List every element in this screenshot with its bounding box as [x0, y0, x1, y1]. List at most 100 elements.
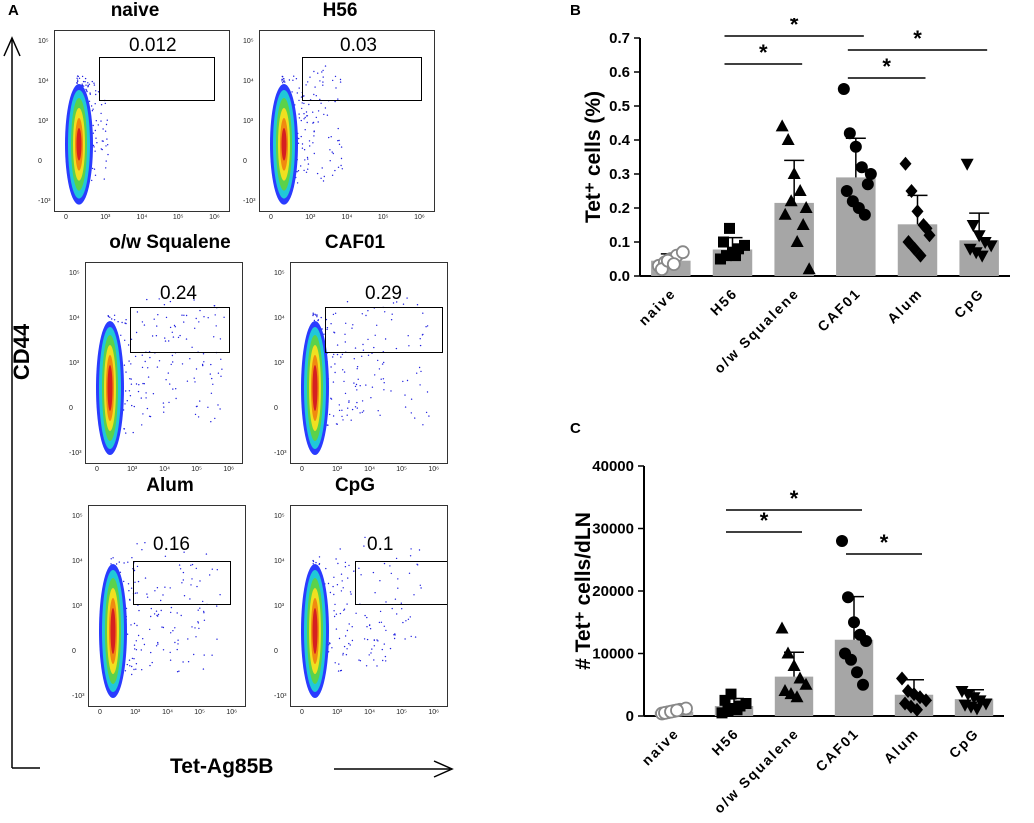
y-tick-label: 10³	[243, 118, 254, 125]
chart-b: 0.0 0.1 0.2 0.3 0.4 0.5 0.6 0.7 Tet⁺ cells (%) na…	[582, 18, 1010, 376]
data-point	[778, 207, 792, 220]
data-point	[740, 698, 752, 709]
y-tick-label: 10⁵	[274, 513, 285, 520]
y-tick-label: 0	[69, 405, 73, 412]
y-tick-label: 10³	[69, 360, 80, 367]
gate-value: 0.012	[129, 35, 177, 56]
data-point	[775, 621, 789, 634]
x-tick-label: 10³	[130, 709, 141, 716]
chart-c: 0 10000 20000 30000 40000 # Tet⁺ cells/dLN nai…	[572, 458, 1004, 816]
x-tick-label: 10⁵	[172, 214, 184, 221]
x-tick-label: 10⁴	[364, 709, 375, 716]
y-tick-label: 10⁴	[243, 78, 254, 85]
x-tick-label: 10³	[100, 214, 111, 221]
facs-plot-0: 0.012	[54, 30, 230, 212]
panel-a-y-label: CD44	[9, 323, 34, 381]
data-point	[855, 161, 868, 174]
y-tick-label: 0.1	[609, 234, 630, 251]
data-point	[716, 707, 728, 719]
facs-plot-2: 0.24	[85, 262, 243, 464]
x-tick-label: 0	[64, 214, 68, 221]
x-tick-label: 0	[95, 466, 99, 473]
x-tick-label: 10⁵	[377, 214, 389, 221]
y-tick-label: 0.4	[609, 132, 631, 149]
y-tick-label: 10³	[38, 118, 49, 125]
y-tick-label: 20000	[592, 583, 634, 600]
data-point	[969, 247, 983, 260]
data-point	[843, 127, 856, 140]
data-point	[719, 694, 731, 706]
x-tick-label: 10⁴	[162, 709, 173, 716]
category-label: CpG	[946, 725, 982, 761]
facs-plot-5: 0.1	[290, 505, 448, 707]
significance-star: *	[913, 26, 922, 51]
category-label: CAF01	[812, 725, 862, 775]
data-point	[730, 250, 741, 262]
data-point	[861, 178, 874, 191]
y-axis-label: Tet⁺ cells (%)	[582, 91, 605, 223]
y-tick-label: 10⁵	[72, 513, 83, 520]
significance-star: *	[759, 40, 768, 65]
x-tick-label: 10⁴	[159, 466, 170, 473]
data-point	[905, 184, 918, 198]
data-point	[972, 230, 986, 243]
facs-plot-title-0: naive	[110, 0, 160, 21]
data-point	[857, 678, 869, 691]
y-tick-label: 0	[274, 405, 278, 412]
data-point	[790, 690, 804, 703]
facs-plot-title-3: CAF01	[324, 232, 386, 253]
data-point	[721, 250, 732, 262]
data-point	[961, 689, 975, 702]
category-label: CAF01	[814, 285, 864, 335]
y-tick-label: 0.0	[609, 268, 630, 285]
data-point	[973, 695, 987, 708]
data-point	[851, 666, 863, 679]
data-point	[842, 591, 854, 604]
y-tick-label: -10³	[274, 693, 287, 700]
category-label: Alum	[880, 725, 922, 767]
y-tick-label: 0.5	[609, 98, 630, 115]
data-point	[790, 235, 804, 247]
gate-box	[355, 561, 447, 605]
x-tick-label: 0	[98, 709, 102, 716]
gate-box	[325, 307, 443, 353]
data-point	[796, 218, 810, 230]
bar	[774, 202, 814, 276]
y-tick-label: 0	[38, 158, 42, 165]
y-tick-label: 0.2	[609, 200, 630, 217]
y-tick-label: 10⁴	[274, 315, 285, 322]
data-point	[984, 240, 998, 253]
x-tick-label: 0	[300, 466, 304, 473]
significance-star: *	[790, 18, 799, 37]
density-scatter	[99, 542, 221, 698]
x-tick-label: 10⁵	[396, 709, 407, 716]
data-point	[724, 222, 735, 234]
gate-value: 0.03	[340, 35, 377, 56]
panel-a-letter: A	[8, 2, 19, 19]
data-point	[860, 635, 872, 647]
data-point	[793, 184, 807, 196]
y-tick-label: 10⁴	[69, 315, 80, 322]
y-tick-label: -10³	[72, 693, 85, 700]
y-tick-label: -10³	[274, 450, 287, 457]
data-point	[848, 616, 860, 629]
x-tick-label: 10⁶	[414, 214, 425, 221]
data-point	[920, 693, 932, 708]
data-point	[675, 245, 690, 260]
y-tick-label: 40000	[592, 458, 634, 475]
x-tick-label: 10⁴	[364, 466, 375, 473]
data-point	[970, 703, 984, 716]
category-label: H56	[708, 725, 742, 759]
gate-box	[130, 307, 230, 353]
x-tick-label: 10⁶	[428, 709, 440, 716]
gate-value: 0.29	[365, 283, 402, 304]
data-point	[837, 83, 850, 95]
y-tick-label: 0	[72, 648, 76, 655]
data-point	[722, 705, 734, 717]
data-point	[914, 248, 927, 263]
significance-star: *	[790, 486, 799, 511]
data-point	[739, 239, 750, 251]
y-axis-label: # Tet⁺ cells/dLN	[572, 512, 595, 670]
x-tick-label: 10⁵	[194, 709, 205, 716]
data-point	[670, 703, 684, 718]
